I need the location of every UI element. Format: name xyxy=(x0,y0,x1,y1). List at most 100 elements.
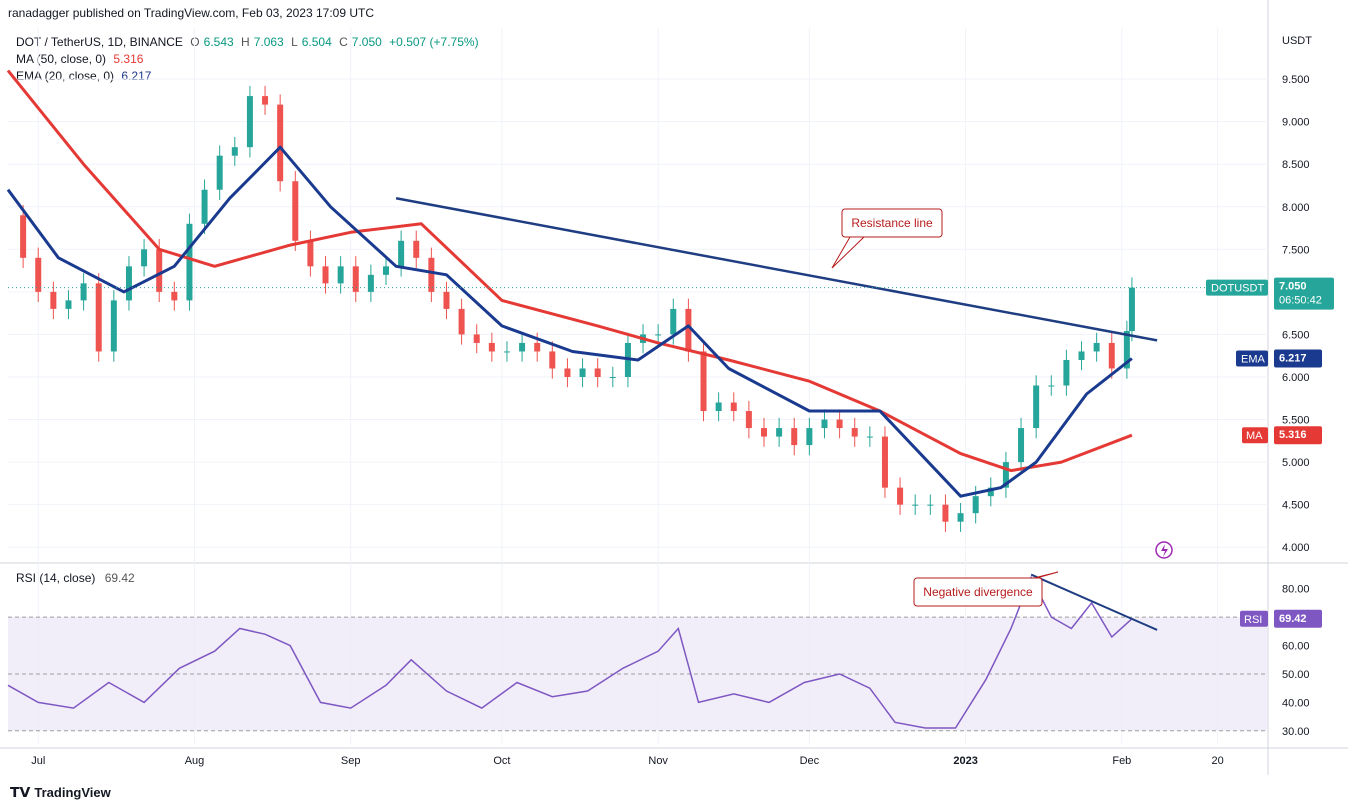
candle-body xyxy=(685,308,692,352)
high-value: 7.063 xyxy=(253,35,284,49)
candle-body xyxy=(20,215,27,258)
candle-body xyxy=(549,351,556,369)
candle-body xyxy=(488,342,495,352)
axis-layer: 4.000 4.500 5.000 5.500 6.000 6.500 7.000 7.500… xyxy=(31,35,1312,767)
candle-body xyxy=(624,342,631,377)
price-tick-label: 5.500 xyxy=(1282,415,1310,427)
candle-body xyxy=(957,513,964,522)
candle-body xyxy=(821,419,828,429)
candle-body xyxy=(35,257,42,292)
ema-value-tag xyxy=(1274,349,1322,368)
lightning-icon xyxy=(1155,541,1173,559)
candle-body xyxy=(594,368,601,377)
time-tick-label: 20 xyxy=(1211,755,1223,767)
candle-body xyxy=(201,189,208,224)
candle-body xyxy=(1033,385,1040,429)
candle-body xyxy=(110,300,117,352)
low-value: 6.504 xyxy=(301,35,332,49)
chart-legend: DOT / TetherUS, 1D, BINANCE O 6.543 H 7.06… xyxy=(16,34,483,85)
candle-body xyxy=(927,504,934,506)
close-value: 7.050 xyxy=(351,35,382,49)
label-layer: Resistance line Negative divergence DOTUSD… xyxy=(831,208,1334,628)
candle-body xyxy=(171,291,178,301)
grid-layer xyxy=(0,0,1348,775)
price-tick-label: 6.500 xyxy=(1282,329,1310,341)
price-tick-label: 7.500 xyxy=(1282,244,1310,256)
rsi-legend-label: RSI (14, close) xyxy=(16,571,96,585)
divergence-trendline xyxy=(1030,573,1158,631)
close-label: C xyxy=(339,35,348,49)
ma-legend-value: 5.316 xyxy=(113,52,144,66)
ema-name-tag-text: EMA xyxy=(1241,354,1266,366)
price-tick-label: 4.500 xyxy=(1282,500,1310,512)
candle-body xyxy=(322,266,329,284)
candle-body xyxy=(50,291,57,309)
ma-name-tag-text: MA xyxy=(1246,430,1263,442)
change-value: +0.507 (+7.75%) xyxy=(389,35,479,49)
candle-body xyxy=(141,249,148,267)
candle-body xyxy=(458,308,465,335)
candle-body xyxy=(1078,351,1085,360)
candle-body xyxy=(640,334,647,343)
candle-body xyxy=(1002,462,1009,488)
candle-body xyxy=(95,283,102,352)
candle-body xyxy=(231,147,238,156)
candle-body xyxy=(791,428,798,446)
rsi-value-tag xyxy=(1274,609,1322,628)
candle-body xyxy=(1048,385,1055,387)
rsi-tick-label: 70.00 xyxy=(1282,612,1310,624)
tradingview-footer[interactable]: 𝗧𝗩 TradingView xyxy=(10,784,111,801)
price-tick-label: 5.000 xyxy=(1282,457,1310,469)
chart-canvas: 4.000 4.500 5.000 5.500 6.000 6.500 7.000 7.500… xyxy=(0,0,1348,775)
time-tick-label: Sep xyxy=(341,755,361,767)
candle-body xyxy=(866,436,873,438)
high-label: H xyxy=(241,35,250,49)
candle-body xyxy=(292,181,299,241)
time-tick-label: Jul xyxy=(31,755,45,767)
candle-body xyxy=(942,504,949,522)
candle-body xyxy=(413,240,420,258)
ma-row: MA (50, close, 0) 5.316 xyxy=(16,51,483,68)
candle-body xyxy=(609,376,616,378)
candle-body xyxy=(655,334,662,336)
last-price-tag-text: 7.050 xyxy=(1279,281,1307,293)
price-tick-label: 6.000 xyxy=(1282,372,1310,384)
candle-body xyxy=(1123,331,1130,369)
ema-legend-value: 6.217 xyxy=(121,69,152,83)
open-label: O xyxy=(190,35,200,49)
candle-body xyxy=(367,274,374,292)
candle-body xyxy=(1093,342,1100,352)
ma-name-tag xyxy=(1242,427,1268,444)
candle-body xyxy=(503,351,510,353)
ma-value-tag xyxy=(1274,426,1322,445)
candle-body xyxy=(534,342,541,352)
low-label: L xyxy=(291,35,298,49)
candle-body xyxy=(277,104,284,182)
candle-body xyxy=(1108,342,1115,369)
candle-body xyxy=(972,496,979,514)
lightning-icon-bolt xyxy=(1161,544,1168,557)
candle-body xyxy=(125,266,132,301)
candle-body xyxy=(564,368,571,377)
candle-body xyxy=(730,402,737,412)
price-pane xyxy=(6,69,1268,532)
candle-body xyxy=(851,428,858,437)
symbol-row: DOT / TetherUS, 1D, BINANCE O 6.543 H 7.06… xyxy=(16,34,483,51)
candle-body xyxy=(745,411,752,429)
candle-body xyxy=(473,334,480,343)
candle-body xyxy=(186,223,193,301)
last-price-tag-text: 06:50:42 xyxy=(1279,295,1322,307)
ma-line xyxy=(6,69,1133,473)
candle-body xyxy=(428,257,435,292)
candle-body xyxy=(1018,428,1025,463)
time-tick-label: Feb xyxy=(1112,755,1131,767)
rsi-value-tag-text: 69.42 xyxy=(1279,613,1307,625)
time-tick-label: Dec xyxy=(800,755,820,767)
time-tick-label: Oct xyxy=(493,755,510,767)
ema-line xyxy=(6,145,1133,498)
candle-body xyxy=(80,283,87,301)
price-tick-label: 8.000 xyxy=(1282,202,1310,214)
candle-body xyxy=(761,428,767,437)
candle-body xyxy=(579,368,586,377)
resistance-callout-text: Resistance line xyxy=(851,216,933,230)
